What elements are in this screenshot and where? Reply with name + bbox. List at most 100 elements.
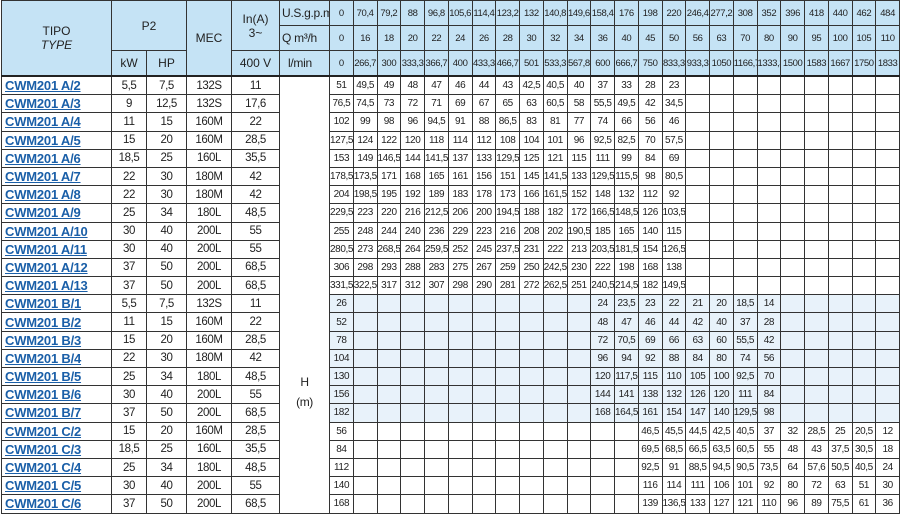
motor-frame: 200L [186,257,232,278]
head-value [780,276,805,296]
head-value [827,330,853,350]
header-row-m3h: Q m³/h 0 16 18 20 22 24 26 28 30 32 34 36 40 45 50 56 63… [2,25,900,51]
model-link[interactable]: CWM201 C/4 [1,457,112,478]
model-link[interactable]: CWM201 A/7 [1,166,112,187]
model-link[interactable]: CWM201 A/5 [1,130,112,150]
head-value [400,330,425,350]
head-value: 122 [376,130,402,150]
model-link[interactable]: CWM201 B/1 [1,294,112,314]
model-link[interactable]: CWM201 A/4 [1,112,112,132]
motor-frame: 160M [186,112,232,132]
model-link[interactable]: CWM201 A/2 [1,75,112,96]
head-value [519,439,544,459]
rated-current: 48,5 [231,366,280,387]
model-link[interactable]: CWM201 C/5 [1,476,112,496]
head-value [756,148,782,168]
flow-m3h-header: 56 [685,25,710,51]
model-link[interactable]: CWM201 A/13 [1,276,112,296]
head-value [709,166,734,187]
model-link[interactable]: CWM201 A/11 [1,239,112,259]
head-value: 129,5 [590,166,615,187]
head-value [709,112,734,132]
model-link[interactable]: CWM201 B/6 [1,385,112,405]
head-value: 92,5 [732,366,758,387]
head-value: 189 [424,185,449,205]
model-link[interactable]: CWM201 B/4 [1,348,112,369]
flow-m3h-header: 63 [709,25,734,51]
table-row: CWM201 A/9 25 34 180L 48,5 229,5 223 220 216 212,… [1,203,900,223]
rated-current: 22 [231,112,280,132]
head-value [804,276,829,296]
head-value [352,457,378,478]
head-value [590,457,615,478]
head-value [424,294,449,314]
head-value: 30 [875,476,900,496]
flow-m3h-header: 26 [471,25,497,51]
head-value: 293 [376,257,402,278]
head-value: 216 [400,203,425,223]
power-hp: 15 [146,112,187,132]
model-link[interactable]: CWM201 A/10 [1,221,112,241]
rated-current: 55 [231,476,280,496]
head-value: 259 [495,257,520,278]
power-kw: 37 [111,494,147,514]
model-link[interactable]: CWM201 C/6 [1,494,112,514]
head-value [851,130,877,150]
head-value [732,185,758,205]
head-value [519,403,544,423]
head-value [447,294,473,314]
head-value: 111 [590,148,615,168]
power-kw: 30 [111,385,147,405]
head-value: 100 [709,366,734,387]
model-link[interactable]: CWM201 C/3 [1,439,112,459]
head-value: 60 [709,330,734,350]
head-value: 104 [519,130,544,150]
head-value: 73 [376,94,402,114]
head-value [851,257,877,278]
model-link[interactable]: CWM201 B/7 [1,403,112,423]
head-value: 61 [851,494,877,514]
head-value [827,112,853,132]
head-value: 99 [352,112,378,132]
flow-lmin-header: 366,7 [424,50,449,77]
head-value [447,439,473,459]
head-value: 80 [780,476,805,496]
head-value [685,94,710,114]
head-value [376,457,402,478]
flow-lmin-header: 567,8 [566,50,592,77]
model-link[interactable]: CWM201 A/6 [1,148,112,168]
table-row: CWM201 C/6 37 50 200L 68,5 168 139 136,5 133 127 1… [1,494,900,514]
head-value [875,403,900,423]
head-value: 198 [614,257,639,278]
head-value: 212,5 [424,203,449,223]
motor-frame: 132S [186,94,232,114]
head-value: 114 [447,130,473,150]
rated-current: 28,5 [231,330,280,350]
head-value: 52 [329,312,354,332]
head-value: 133 [471,148,497,168]
flow-m3h-header: 105 [851,25,877,51]
model-link[interactable]: CWM201 C/2 [1,421,112,441]
model-link[interactable]: CWM201 B/3 [1,330,112,350]
model-link[interactable]: CWM201 B/2 [1,312,112,332]
head-value: 65 [495,94,520,114]
head-value [827,366,853,387]
model-link[interactable]: CWM201 A/9 [1,203,112,223]
model-link[interactable]: CWM201 A/3 [1,94,112,114]
head-value: 23 [637,294,663,314]
head-value: 40 [709,312,734,332]
head-value: 188 [519,203,544,223]
head-value: 45,5 [661,421,687,441]
model-link[interactable]: CWM201 A/8 [1,185,112,205]
head-value [780,185,805,205]
model-link[interactable]: CWM201 B/5 [1,366,112,387]
motor-frame: 200L [186,403,232,423]
head-value: 108 [495,130,520,150]
head-value [804,203,829,223]
head-value [519,366,544,387]
power-hp: 50 [146,494,187,514]
model-link[interactable]: CWM201 A/12 [1,257,112,278]
head-value [827,239,853,259]
flow-lmin-header: 433,3 [471,50,497,77]
power-hp: 40 [146,239,187,259]
